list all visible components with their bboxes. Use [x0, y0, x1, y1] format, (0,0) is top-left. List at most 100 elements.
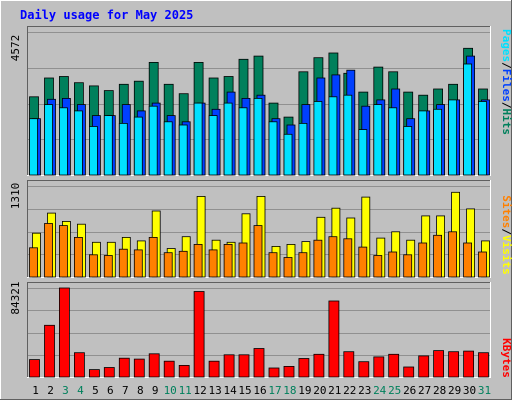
bar-kbytes-day-19	[298, 358, 310, 378]
bar-kbytes-day-3	[59, 287, 70, 378]
day-label-25: 25	[388, 384, 401, 397]
panels	[27, 26, 491, 378]
bar-pages-day-22	[343, 94, 353, 176]
bar-sites-day-3	[59, 225, 68, 278]
bar-kbytes-day-27	[418, 355, 430, 378]
bar-pages-day-27	[418, 110, 428, 176]
bar-pages-day-3	[59, 107, 68, 176]
bar-pages-day-4	[74, 110, 83, 176]
bar-pages-day-1	[29, 118, 38, 176]
bar-sites-day-19	[298, 252, 308, 278]
day-label-20: 20	[313, 384, 326, 397]
bar-sites-day-14	[223, 243, 233, 278]
day-label-2: 2	[47, 384, 54, 397]
bar-sites-day-13	[208, 249, 218, 278]
bar-pages-day-7	[118, 123, 128, 176]
legend-sep2: /	[500, 102, 512, 109]
bar-kbytes-day-18	[283, 365, 295, 378]
bar-kbytes-day-1	[29, 359, 40, 378]
legend-kbytes-label: KBytes	[500, 338, 512, 378]
bar-sites-day-5	[89, 254, 98, 278]
day-label-19: 19	[298, 384, 311, 397]
bar-pages-day-26	[403, 126, 413, 176]
day-label-10: 10	[164, 384, 177, 397]
bar-sites-day-29	[448, 231, 458, 278]
bar-sites-day-27	[418, 242, 428, 278]
day-label-13: 13	[208, 384, 221, 397]
bar-pages-day-23	[358, 129, 368, 176]
day-label-6: 6	[107, 384, 114, 397]
legend-visits: Visits	[500, 235, 512, 275]
day-label-16: 16	[253, 384, 266, 397]
bar-sites-day-11	[178, 250, 188, 278]
bar-kbytes-day-4	[74, 352, 85, 378]
day-label-31: 31	[478, 384, 491, 397]
panel-kbytes	[27, 282, 491, 378]
bar-sites-day-16	[253, 225, 263, 278]
legend-hits: Hits	[500, 109, 512, 136]
bar-pages-day-16	[253, 98, 263, 176]
bar-pages-day-13	[208, 115, 218, 176]
bar-kbytes-day-9	[148, 353, 160, 378]
day-label-28: 28	[433, 384, 446, 397]
bar-pages-day-9	[148, 105, 158, 176]
day-label-23: 23	[358, 384, 371, 397]
bar-sites-day-26	[403, 254, 413, 278]
day-label-24: 24	[373, 384, 387, 397]
day-label-22: 22	[343, 384, 356, 397]
day-label-11: 11	[179, 384, 192, 397]
bar-sites-day-22	[343, 238, 353, 278]
day-label-17: 17	[268, 384, 281, 397]
bar-sites-day-28	[433, 234, 443, 278]
legend-hits-files-pages: Pages/Files/Hits	[500, 29, 512, 135]
bar-pages-day-2	[44, 104, 53, 176]
bar-pages-day-29	[448, 99, 458, 176]
day-label-3: 3	[62, 384, 69, 397]
bar-pages-day-30	[463, 63, 473, 176]
bar-sites-day-18	[283, 257, 293, 278]
bar-sites-day-20	[313, 239, 323, 278]
bar-kbytes-day-12	[193, 291, 205, 378]
bar-kbytes-day-16	[253, 348, 265, 378]
panel-hits-files-pages	[27, 26, 491, 176]
bar-sites-day-31	[478, 251, 487, 278]
bar-kbytes-day-13	[208, 360, 220, 378]
bar-sites-day-7	[118, 248, 128, 278]
legend-files: Files	[500, 69, 512, 102]
legend-pages: Pages	[500, 29, 512, 62]
bar-sites-day-23	[358, 246, 368, 278]
day-label-9: 9	[152, 384, 159, 397]
panel2-max-label: 1310	[9, 183, 22, 210]
bar-kbytes-day-31	[478, 352, 489, 378]
bar-kbytes-day-7	[118, 357, 130, 378]
bar-pages-day-12	[193, 102, 203, 176]
bar-kbytes-day-28	[433, 350, 445, 378]
bar-sites-day-6	[103, 255, 113, 278]
bar-sites-day-12	[193, 243, 203, 278]
day-label-4: 4	[77, 384, 84, 397]
bar-sites-day-9	[148, 236, 158, 278]
bar-sites-day-15	[238, 242, 248, 278]
panel1-max-label: 4572	[9, 35, 22, 62]
bar-kbytes-day-8	[133, 358, 145, 378]
bar-kbytes-day-24	[373, 356, 385, 378]
bar-pages-day-18	[283, 133, 293, 176]
bar-sites-day-10	[163, 252, 173, 278]
bar-kbytes-day-21	[328, 300, 340, 378]
bar-pages-day-14	[223, 102, 233, 176]
bar-kbytes-day-17	[268, 367, 280, 378]
bar-pages-day-10	[163, 121, 173, 176]
panel-visits-sites	[27, 180, 491, 278]
legend-kbytes: KBytes	[500, 338, 512, 378]
day-label-29: 29	[448, 384, 461, 397]
day-label-30: 30	[463, 384, 476, 397]
chart-title: Daily usage for May 2025	[20, 8, 193, 22]
bar-sites-day-21	[328, 236, 338, 278]
bar-kbytes-day-30	[463, 350, 475, 378]
bar-pages-day-15	[238, 107, 248, 176]
bar-pages-day-19	[298, 123, 308, 176]
bar-pages-day-5	[89, 126, 98, 176]
legend-visits-sites: Sites/Visits	[500, 195, 512, 275]
bar-kbytes-day-25	[388, 353, 400, 378]
